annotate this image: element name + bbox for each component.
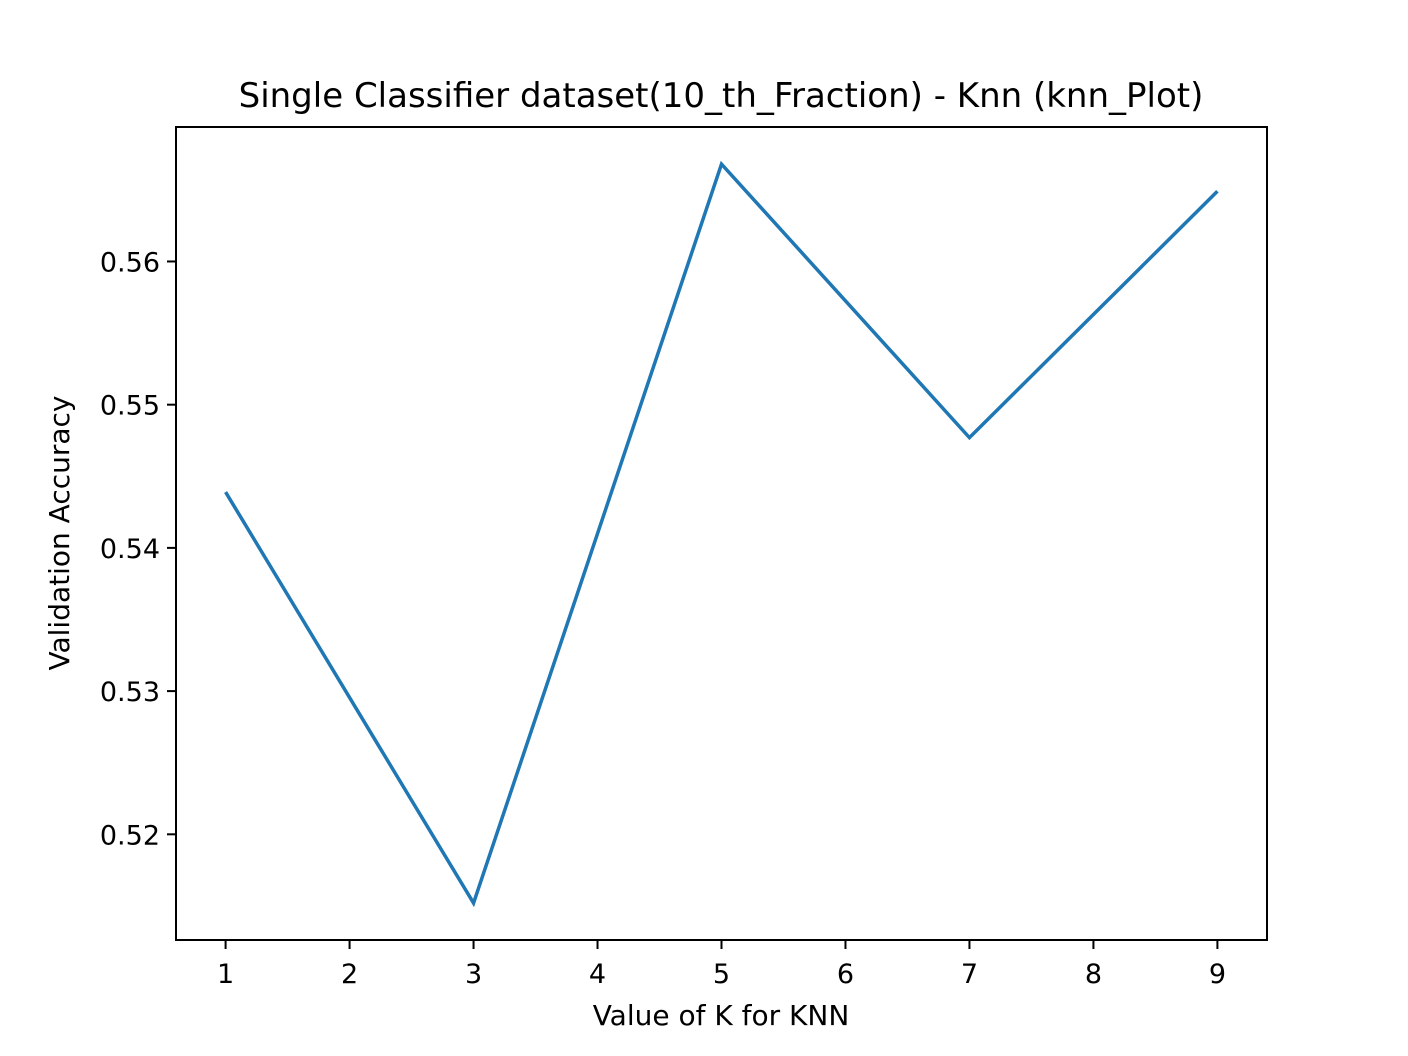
x-axis: 1 2 3 4 5 6 7 8 9 bbox=[217, 940, 1226, 990]
x-tick-label: 7 bbox=[961, 959, 978, 990]
x-tick-label: 1 bbox=[217, 959, 234, 990]
y-axis-label: Validation Accuracy bbox=[43, 396, 76, 671]
chart-title: Single Classifier dataset(10_th_Fraction… bbox=[239, 76, 1204, 116]
y-tick-label: 0.55 bbox=[100, 391, 160, 422]
y-tick-label: 0.56 bbox=[100, 247, 160, 278]
x-tick-label: 3 bbox=[465, 959, 482, 990]
x-tick-label: 8 bbox=[1085, 959, 1102, 990]
x-tick-label: 5 bbox=[713, 959, 730, 990]
x-tick-label: 6 bbox=[837, 959, 854, 990]
x-tick-label: 2 bbox=[341, 959, 358, 990]
x-tick-label: 9 bbox=[1209, 959, 1226, 990]
y-tick-label: 0.54 bbox=[100, 534, 160, 565]
y-tick-label: 0.52 bbox=[100, 820, 160, 851]
y-axis: 0.52 0.53 0.54 0.55 0.56 bbox=[100, 247, 176, 851]
x-axis-label: Value of K for KNN bbox=[593, 999, 850, 1032]
x-tick-label: 4 bbox=[589, 959, 606, 990]
plot-area-frame bbox=[175, 126, 1268, 941]
y-tick-label: 0.53 bbox=[100, 677, 160, 708]
series-line bbox=[224, 160, 1219, 908]
